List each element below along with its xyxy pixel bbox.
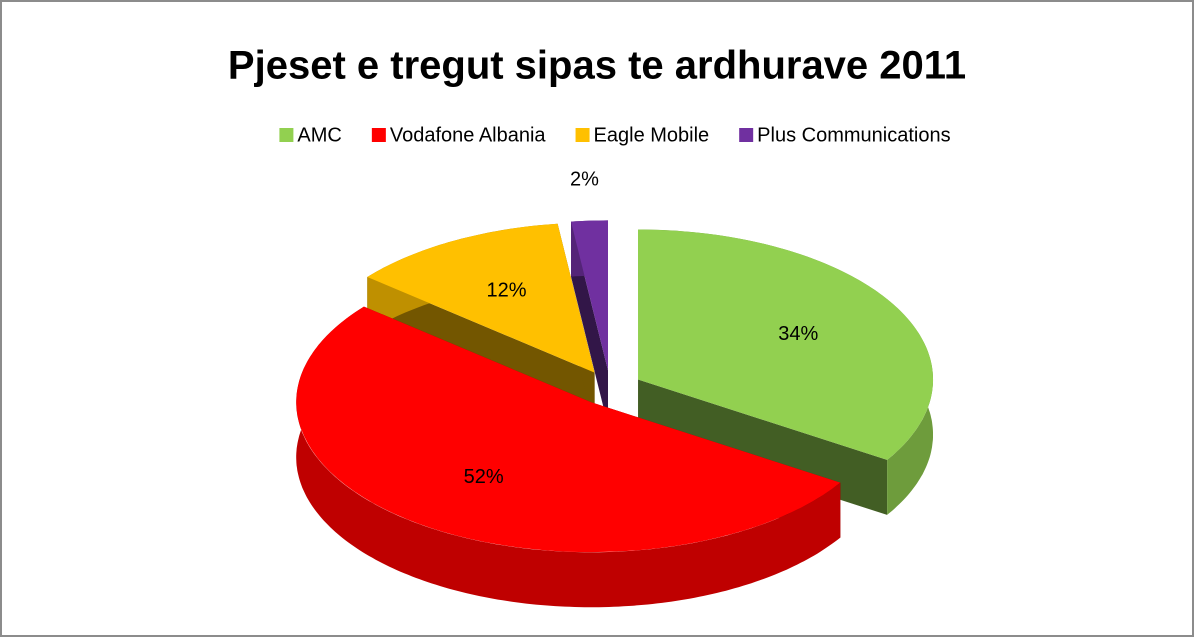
slice-side — [296, 306, 841, 608]
pie-slice — [296, 306, 841, 553]
data-label: 12% — [486, 279, 526, 301]
pie-slice — [367, 223, 595, 373]
data-label: 52% — [464, 466, 504, 488]
pie-slice-group — [571, 220, 608, 426]
chart-title: Pjeset e tregut sipas te ardhurave 2011 — [228, 44, 966, 88]
legend-swatch — [575, 128, 590, 142]
legend-swatch — [739, 128, 754, 142]
pie-slice — [571, 220, 608, 371]
legend-label: Plus Communications — [757, 124, 950, 146]
legend-swatch — [371, 128, 386, 142]
legend-label: Eagle Mobile — [594, 124, 710, 146]
legend-label: Vodafone Albania — [390, 124, 547, 146]
data-label: 34% — [778, 323, 818, 345]
pie-slice — [638, 229, 934, 460]
data-label: 2% — [570, 169, 599, 191]
legend-label: AMC — [297, 124, 341, 146]
pie-slice-group — [296, 306, 841, 608]
legend-swatch — [279, 128, 294, 142]
